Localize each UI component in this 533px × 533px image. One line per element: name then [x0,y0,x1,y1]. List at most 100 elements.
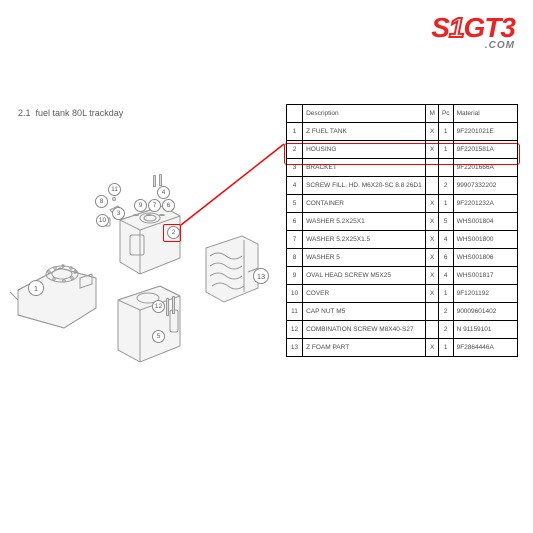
table-header-row: Description M Pc Material [287,105,518,123]
table-row: 1Z FUEL TANKX19F2201021E [287,123,518,141]
cell-m: X [426,141,438,159]
logo-gt3: GT3 [464,12,515,43]
cell-pc: 1 [438,285,453,303]
cell-num: 10 [287,285,303,303]
cell-num: 5 [287,195,303,213]
cell-desc: Z FUEL TANK [303,123,426,141]
cell-desc: WASHER 5.2X25X1 [303,213,426,231]
cell-num: 11 [287,303,303,321]
table-row: 4SCREW FILL. HD. M6X20-SC 8.8 26D1299907… [287,177,518,195]
cell-pc: 1 [438,141,453,159]
cell-m: X [426,195,438,213]
section-title: 2.1 fuel tank 80L trackday [18,108,123,118]
cell-mat: WHS001804 [453,213,517,231]
table-row: 11CAP NUT M5290009601402 [287,303,518,321]
cell-m: X [426,231,438,249]
parts-table-body: 1Z FUEL TANKX19F2201021E2HOUSINGX19F2201… [287,123,518,357]
cell-num: 6 [287,213,303,231]
cell-pc: 1 [438,123,453,141]
cell-pc: 6 [438,249,453,267]
col-pc-header: Pc [438,105,453,123]
cell-desc: COMBINATION SCREW M8X40-S27 [303,321,426,339]
cell-pc: 2 [438,321,453,339]
cell-m: X [426,249,438,267]
col-mat-header: Material [453,105,517,123]
cell-num: 9 [287,267,303,285]
callout-bubble-3: 3 [112,207,125,220]
cell-mat: 9F2201666A [453,159,517,177]
cell-num: 8 [287,249,303,267]
part-housing [120,206,180,274]
cell-desc: HOUSING [303,141,426,159]
callout-bubble-4: 4 [157,186,170,199]
cell-num: 4 [287,177,303,195]
cell-pc: 4 [438,267,453,285]
brand-logo: S1GT3 .COM [431,12,515,51]
part-container [118,286,180,362]
cell-mat: WHS001800 [453,231,517,249]
washer-icon [159,214,165,216]
cell-m: X [426,123,438,141]
table-row: 7WASHER 5.2X25X1.5X4WHS001800 [287,231,518,249]
table-row: 5CONTAINERX19F2201232A [287,195,518,213]
callout-bubble-2: 2 [167,226,180,239]
cell-pc [438,159,453,177]
cell-mat: N 91159101 [453,321,517,339]
cell-desc: COVER [303,285,426,303]
cell-m: X [426,285,438,303]
cell-mat: 9F1201192 [453,285,517,303]
part-fuel-tank [10,265,96,328]
callout-bubble-6: 6 [162,199,175,212]
cell-mat: 9F2201581A [453,141,517,159]
cell-m [426,159,438,177]
cell-m [426,321,438,339]
table-row: 2HOUSINGX19F2201581A [287,141,518,159]
logo-s: S [431,12,449,43]
table-row: 8WASHER 5X6WHS001806 [287,249,518,267]
screw-icon [166,298,169,316]
cell-desc: OVAL HEAD SCREW M5X25 [303,267,426,285]
col-m-header: M [426,105,438,123]
cell-m: X [426,339,438,357]
cell-m [426,177,438,195]
logo-1: 1 [449,12,464,43]
callout-bubble-12: 12 [152,300,165,313]
cell-desc: Z FOAM PART [303,339,426,357]
cell-m: X [426,213,438,231]
cell-num: 3 [287,159,303,177]
cell-desc: WASHER 5 [303,249,426,267]
cell-pc: 2 [438,177,453,195]
callout-bubble-13: 13 [253,268,269,284]
table-row: 9OVAL HEAD SCREW M5X25X4WHS001817 [287,267,518,285]
table-row: 10COVERX19F1201192 [287,285,518,303]
cell-mat: 9F2201232A [453,195,517,213]
cell-num: 2 [287,141,303,159]
cell-num: 1 [287,123,303,141]
cell-desc: BRACKET [303,159,426,177]
washer-icon [146,214,152,216]
col-num-header [287,105,303,123]
cell-pc: 1 [438,195,453,213]
washer-icon [133,214,139,216]
cell-mat: 9F2201021E [453,123,517,141]
cell-mat: 99907332202 [453,177,517,195]
parts-table: Description M Pc Material 1Z FUEL TANKX1… [286,104,518,357]
section-name: fuel tank 80L trackday [36,108,124,118]
cell-mat: 90009601402 [453,303,517,321]
table-row: 12COMBINATION SCREW M8X40-S27 2N 91159101 [287,321,518,339]
table-row: 6WASHER 5.2X25X1X5WHS001804 [287,213,518,231]
cell-num: 12 [287,321,303,339]
section-number: 2.1 [18,108,31,118]
callout-bubble-7: 7 [148,199,161,212]
callout-bubble-10: 10 [96,214,109,227]
callout-bubble-1: 1 [28,280,44,296]
cell-pc: 2 [438,303,453,321]
cell-m [426,303,438,321]
cell-num: 7 [287,231,303,249]
cell-m: X [426,267,438,285]
cell-pc: 5 [438,213,453,231]
exploded-diagram [0,140,270,410]
callout-bubble-9: 9 [134,199,147,212]
callout-bubble-5: 5 [152,330,165,343]
screw-icon [153,175,156,187]
